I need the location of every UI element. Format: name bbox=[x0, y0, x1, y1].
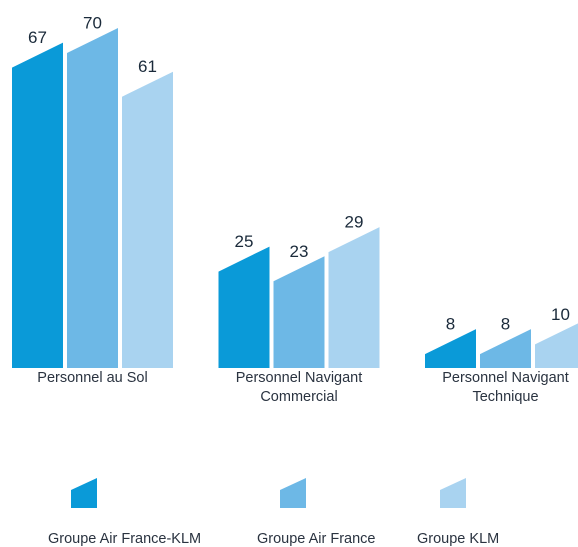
legend-label: Groupe Air France bbox=[257, 531, 375, 547]
value-label: 25 bbox=[235, 232, 254, 251]
bar bbox=[535, 323, 578, 368]
value-label: 70 bbox=[83, 14, 102, 33]
bar bbox=[425, 329, 476, 368]
bar bbox=[480, 329, 531, 368]
category-label-line: Technique bbox=[472, 389, 538, 405]
category-label-line: Commercial bbox=[260, 389, 337, 405]
category-label: Personnel au Sol bbox=[37, 370, 147, 386]
category-label: Personnel Navigant Technique bbox=[442, 370, 569, 405]
bar bbox=[67, 28, 118, 368]
legend-swatch bbox=[71, 478, 97, 508]
bar bbox=[328, 227, 380, 368]
legend-swatch bbox=[280, 478, 306, 508]
bar bbox=[273, 256, 325, 368]
value-label: 10 bbox=[551, 305, 570, 324]
bar bbox=[122, 71, 173, 368]
category-label: Personnel Navigant Commercial bbox=[236, 370, 363, 405]
value-label: 67 bbox=[28, 28, 47, 47]
bar bbox=[12, 42, 63, 368]
legend-label: Groupe Air France-KLM bbox=[48, 531, 201, 547]
value-label: 8 bbox=[501, 315, 510, 334]
legend-swatch bbox=[440, 478, 466, 508]
bar bbox=[218, 246, 270, 368]
value-label: 61 bbox=[138, 57, 157, 76]
value-label: 8 bbox=[446, 315, 455, 334]
value-label: 29 bbox=[345, 213, 364, 232]
category-label-line: Personnel Navigant bbox=[236, 370, 363, 386]
legend-label: Groupe KLM bbox=[417, 531, 499, 547]
value-label: 23 bbox=[290, 242, 309, 261]
category-label-line: Personnel Navigant bbox=[442, 370, 569, 386]
